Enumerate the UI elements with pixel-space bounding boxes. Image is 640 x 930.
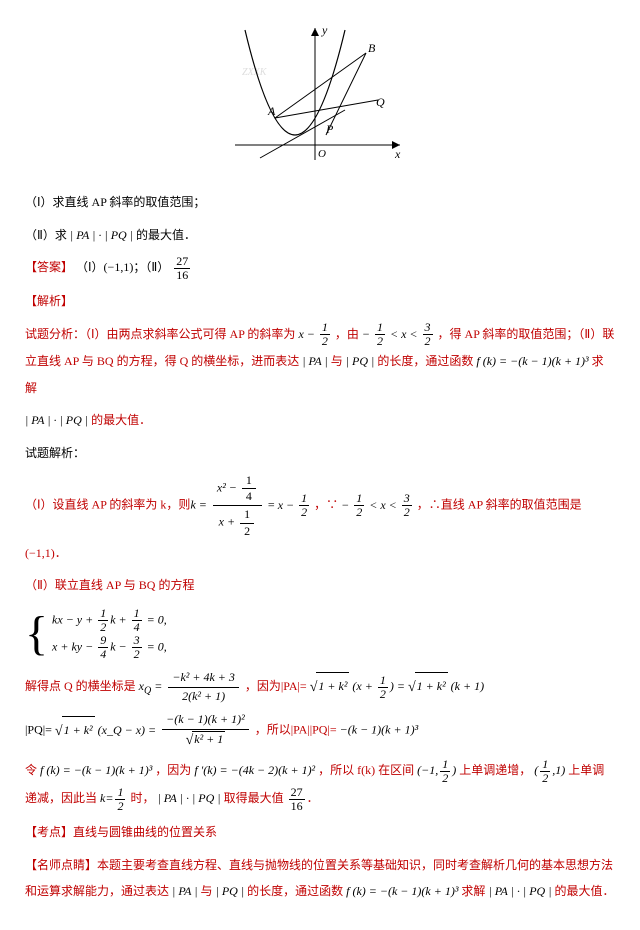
fk-a: 令 [25,763,37,777]
pa-sqrt: √1 + k² (x + 12) = √1 + k² (k + 1) [310,679,484,693]
fk-line: 令 f (k) = −(k − 1)(k + 1)³ ，因为 f '(k) = … [25,757,615,813]
fk-d: 上单调递增， [459,763,531,777]
fkp-def: f '(k) = −(4k − 2)(k + 1)² [194,763,315,777]
fk-g: 取得最大值 [224,791,284,805]
pq-b: ，所以|PA||PQ|= [255,723,337,737]
axis-x-label: x [394,147,401,161]
question-2: （Ⅱ）求 | PA | · | PQ | 的最大值． [25,222,615,248]
fenxi-b: ，由 [335,327,359,341]
answer-label: 【答案】 [25,260,73,274]
pq-sqrt: √1 + k² (x_Q − x) = [55,723,159,737]
fenxi-a: 试题分析：（Ⅰ）由两点求斜率公式可得 AP 的斜率为 [25,327,295,341]
q2-suffix: 的最大值． [136,228,196,242]
left-brace-icon: { [25,610,48,658]
pq-frac: −(k − 1)(k + 1)² √k² + 1 [162,711,249,751]
point-a-label: A [267,104,276,118]
interval-1: (−1,12) [417,763,459,777]
fenxi-e: 的长度，通过函数 [377,354,473,368]
kaodian-label: 【考点】 [25,825,73,839]
xq-frac: −k² + 4k + 3 2(k² + 1) [168,669,239,705]
p1-a: （Ⅰ）设直线 AP 的斜率为 k，则 [25,498,190,512]
fk-f: 时， [130,791,154,805]
answer-1: （Ⅰ）(−1,1)；（Ⅱ） [76,260,169,274]
point-q-label: Q [376,95,385,109]
eq-line-1: kx − y + 12k + 14 = 0, [52,607,167,634]
jiexi-label: 【解析】 [25,288,615,314]
point-b-label: B [368,41,376,55]
x-minus-half: x − 12 [298,327,334,341]
xq-a: 解得点 Q 的横坐标是 [25,679,136,693]
papq-4: | PA | · | PQ | [488,884,551,898]
pq-line: |PQ|= √1 + k² (x_Q − x) = −(k − 1)(k + 1… [25,711,615,751]
dj-label: 【名师点睛】 [25,858,97,872]
k-formula: x² − 14 x + 12 [213,472,262,540]
pa-expr: | PA | [302,354,328,368]
equation-system: { kx − y + 12k + 14 = 0, x + ky − 94k − … [25,607,615,662]
xq-line: 解得点 Q 的横坐标是 xQ = −k² + 4k + 3 2(k² + 1) … [25,669,615,705]
fk-expr: f (k) = −(k − 1)(k + 1)³ [476,354,588,368]
range-expr: − 12 < x < 32 [362,327,438,341]
fk-4: f (k) = −(k − 1)(k + 1)³ [346,884,458,898]
max-val: 27 16 [289,786,305,813]
dj-b: 与 [201,884,213,898]
dianjing-line: 【名师点睛】本题主要考查直线方程、直线与抛物线的位置关系等基础知识，同时考查解析… [25,852,615,905]
q2-prefix: （Ⅱ）求 [25,228,67,242]
part1-line: （Ⅰ）设直线 AP 的斜率为 k，则k = x² − 14 x + 12 = x… [25,472,615,566]
answer-line: 【答案】 （Ⅰ）(−1,1)；（Ⅱ） 27 16 [25,254,615,282]
kaodian-line: 【考点】直线与圆锥曲线的位置关系 [25,819,615,845]
eq-line-2: x + ky − 94k − 32 = 0, [52,634,167,661]
analysis-line-2: | PA | · | PQ | 的最大值． [25,407,615,433]
p1-b: ，∵ [314,498,338,512]
answer-frac: 27 16 [174,255,190,282]
fk-def: f (k) = −(k − 1)(k + 1)³ [40,763,152,777]
pa-4: | PA | [172,884,198,898]
fenxi-g: 的最大值． [91,413,151,427]
papq-3: | PA | · | PQ | [157,791,220,805]
pq-expr: | PQ | [346,354,375,368]
part2-header: （Ⅱ）联立直线 AP 与 BQ 的方程 [25,572,615,598]
jiexi2-label: 试题解析： [25,440,615,466]
dj-e: 的最大值． [555,884,615,898]
pq-label: |PQ|= [25,723,52,737]
origin-label: O [318,148,326,160]
analysis-line: 试题分析：（Ⅰ）由两点求斜率公式可得 AP 的斜率为 x − 12 ，由 − 1… [25,321,615,402]
fk-c: ，所以 f(k) 在区间 [318,763,414,777]
fenxi-d: 与 [331,354,343,368]
interval-2: (12,1) [534,763,568,777]
xq-b: ，因为|PA|= [245,679,307,693]
fk-b: ，因为 [155,763,191,777]
range-expr-2: − 12 < x < 32 [341,498,417,512]
papq-rhs: −(k − 1)(k + 1)³ [340,723,419,737]
dj-d: 求解 [461,884,485,898]
papq-expr: | PA | · | PQ | [70,228,133,242]
dj-c: 的长度，通过函数 [247,884,343,898]
papq-expr-2: | PA | · | PQ | [25,413,88,427]
pq-4: | PQ | [216,884,245,898]
question-1: （Ⅰ）求直线 AP 斜率的取值范围； [25,189,615,215]
x-minus-half-2: x − 12 [278,498,314,512]
k-eq-half: k=12 [100,791,127,805]
parabola-diagram: ZXXK y x O A B P Q [25,20,615,179]
point-p-label: P [325,122,334,136]
kaodian-text: 直线与圆锥曲线的位置关系 [73,825,217,839]
axis-y-label: y [321,23,328,37]
